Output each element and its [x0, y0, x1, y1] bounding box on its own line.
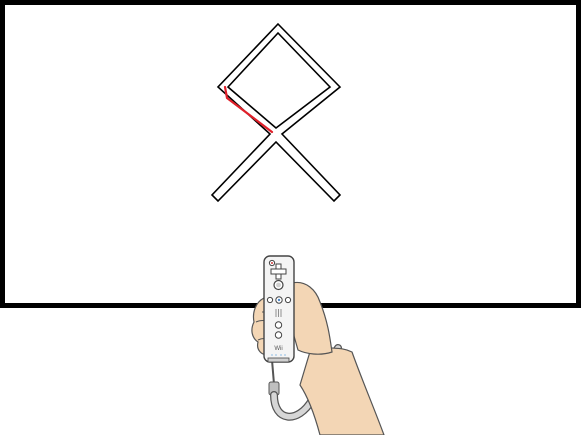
forearm	[299, 344, 385, 435]
a-button-inner	[276, 282, 281, 288]
palm	[291, 281, 333, 355]
home-icon	[277, 298, 281, 302]
remote-connector	[267, 357, 290, 363]
x-diamond-track	[210, 22, 342, 203]
one-button[interactable]	[274, 321, 283, 329]
plus-button[interactable]	[284, 296, 292, 304]
progress-trace	[223, 85, 274, 134]
player-led-icons	[271, 354, 286, 356]
two-button[interactable]	[274, 331, 283, 339]
track-inner-diamond	[226, 31, 332, 130]
speaker-grille-icon	[275, 309, 282, 317]
power-icon	[271, 262, 273, 264]
brand-label: Wii	[274, 346, 282, 352]
wii-remote: Wii	[263, 255, 295, 363]
minus-button[interactable]	[266, 296, 274, 304]
dpad[interactable]	[270, 263, 287, 280]
